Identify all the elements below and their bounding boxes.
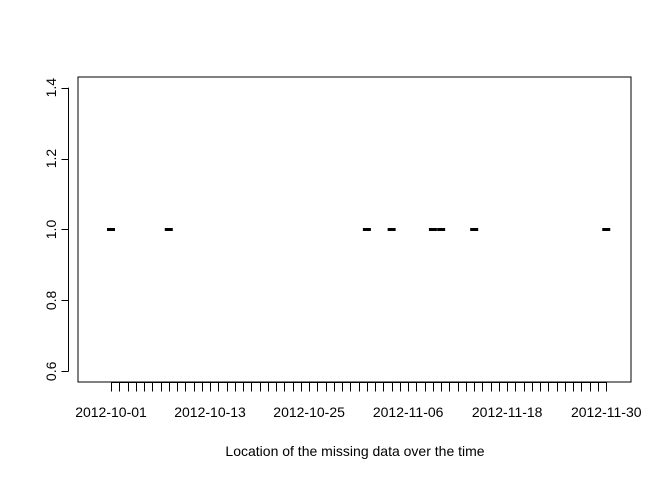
y-tick-label: 1.4 <box>43 78 59 98</box>
y-tick-label: 1.2 <box>43 149 59 169</box>
x-tick-label: 2012-10-25 <box>273 404 345 420</box>
y-tick-label: 1.0 <box>43 220 59 240</box>
x-tick-label: 2012-11-06 <box>373 404 444 420</box>
y-tick-label: 0.6 <box>43 361 59 381</box>
x-tick-label: 2012-10-01 <box>75 404 147 420</box>
x-tick-label: 2012-11-18 <box>472 404 543 420</box>
x-axis: 2012-10-01 2012-10-13 2012-10-25 2012-11-06… <box>75 382 642 420</box>
x-tick-label: 2012-11-30 <box>571 404 642 420</box>
plot-frame <box>77 76 632 383</box>
y-axis: 0.6 0.8 1.0 1.2 1.4 <box>43 78 69 381</box>
x-axis-label: Location of the missing data over the ti… <box>225 443 484 459</box>
x-tick-label: 2012-10-13 <box>174 404 246 420</box>
y-tick-label: 0.8 <box>43 290 59 310</box>
